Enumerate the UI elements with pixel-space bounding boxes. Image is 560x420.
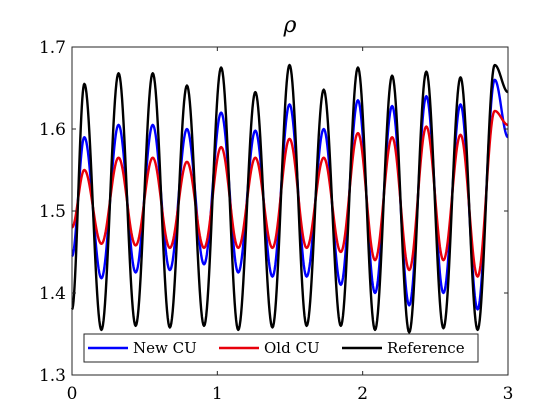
legend-label-new-cu: New CU (133, 339, 197, 357)
x-axis: 0 1 2 3 (67, 47, 514, 404)
legend-box (83, 333, 479, 363)
x-tick-label: 0 (67, 384, 78, 404)
y-tick-label: 1.5 (39, 202, 66, 222)
y-tick-label: 1.3 (39, 366, 66, 386)
y-tick-label: 1.6 (39, 120, 66, 140)
y-tick-label: 1.7 (39, 38, 66, 58)
chart-title: ρ (283, 13, 297, 38)
series-line-old-cu (71, 109, 509, 278)
x-tick-label: 3 (503, 384, 514, 404)
legend-label-old-cu: Old CU (264, 339, 320, 357)
legend: New CU Old CU Reference (83, 333, 479, 363)
x-tick-label: 1 (212, 384, 223, 404)
x-tick-label: 2 (357, 384, 368, 404)
y-axis: 1.3 1.4 1.5 1.6 1.7 (39, 38, 508, 386)
y-tick-label: 1.4 (39, 284, 66, 304)
legend-label-reference: Reference (387, 339, 465, 357)
series-layer (70, 63, 509, 334)
series-line-reference (70, 63, 509, 334)
